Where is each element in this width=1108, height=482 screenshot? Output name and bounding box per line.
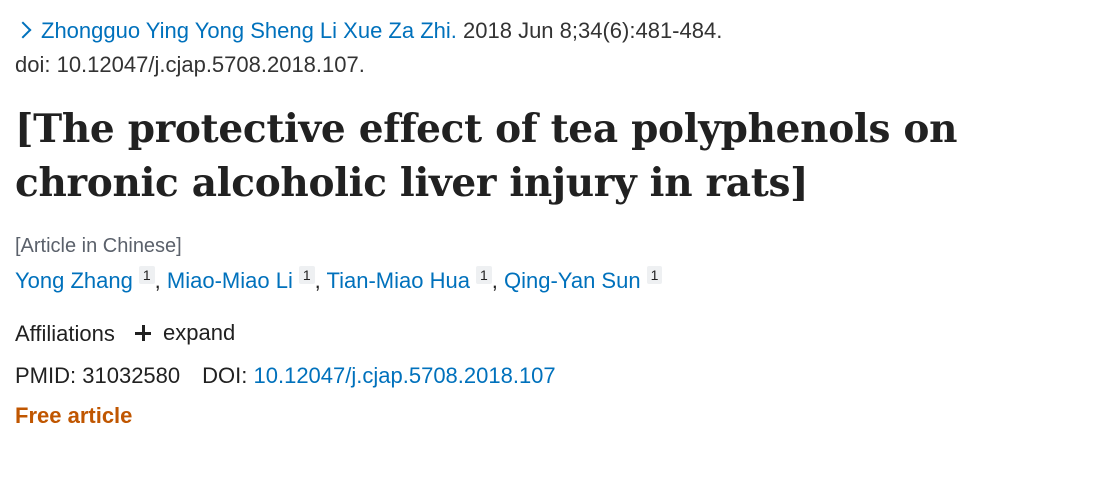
- free-article-badge: Free article: [15, 403, 133, 428]
- author-separator: ,: [314, 268, 321, 293]
- doi-label: DOI:: [202, 363, 248, 388]
- author-separator: ,: [154, 268, 161, 293]
- author-separator: ,: [491, 268, 498, 293]
- affiliation-number[interactable]: 1: [138, 266, 155, 284]
- journal-link[interactable]: Zhongguo Ying Yong Sheng Li Xue Za Zhi.: [14, 18, 463, 43]
- pmid-value: 31032580: [82, 363, 181, 388]
- expand-label: expand: [163, 320, 236, 345]
- affiliations-row: Affiliations expand: [15, 316, 1095, 351]
- affiliation-number[interactable]: 1: [475, 266, 492, 284]
- citation-doi: doi: 10.12047/j.cjap.5708.2018.107.: [15, 52, 365, 77]
- chevron-right-icon: [14, 21, 32, 39]
- affiliation-number[interactable]: 1: [298, 266, 315, 284]
- author-link[interactable]: Yong Zhang: [15, 268, 133, 293]
- doi-link[interactable]: 10.12047/j.cjap.5708.2018.107: [253, 363, 556, 388]
- affiliations-label: Affiliations: [15, 321, 115, 346]
- affiliation-number[interactable]: 1: [646, 266, 663, 284]
- language-note: [Article in Chinese]: [15, 235, 182, 257]
- publication-date-pages: 2018 Jun 8;34(6):481-484.: [463, 18, 723, 43]
- citation-line: Zhongguo Ying Yong Sheng Li Xue Za Zhi. …: [14, 14, 1095, 48]
- identifiers-row: PMID: 31032580 DOI: 10.12047/j.cjap.5708.…: [15, 359, 1095, 393]
- article-title: [The protective effect of tea polyphenol…: [15, 106, 958, 206]
- author-link[interactable]: Tian-Miao Hua: [326, 268, 470, 293]
- author-link[interactable]: Miao-Miao Li: [166, 268, 293, 293]
- journal-name: Zhongguo Ying Yong Sheng Li Xue Za Zhi.: [41, 18, 457, 43]
- article-header: Zhongguo Ying Yong Sheng Li Xue Za Zhi. …: [14, 14, 1095, 433]
- plus-icon: [135, 325, 151, 341]
- pmid-label: PMID:: [15, 363, 77, 388]
- affiliations-expand-button[interactable]: expand: [135, 316, 235, 350]
- authors-list: Yong Zhang 1, Miao-Miao Li 1, Tian-Miao Hu…: [15, 264, 1095, 298]
- author-link[interactable]: Qing-Yan Sun: [504, 268, 641, 293]
